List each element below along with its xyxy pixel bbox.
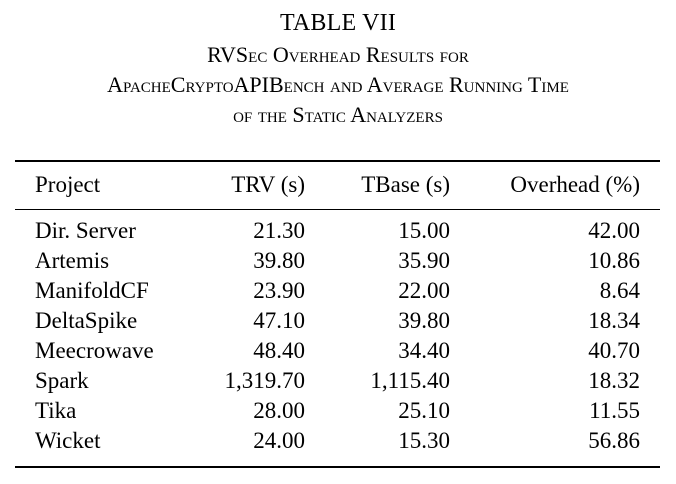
table-title-line-2: ApacheCryptoAPIBench and Average Running… (107, 72, 569, 97)
table-top-rule (15, 160, 660, 162)
cell-overhead: 40.70 (588, 338, 640, 363)
cell-trv: 39.80 (253, 248, 305, 273)
cell-project: Meecrowave (35, 338, 154, 363)
cell-trv: 24.00 (253, 428, 305, 453)
table-bottom-rule (15, 466, 660, 468)
cell-tbase: 25.10 (398, 398, 450, 423)
cell-trv: 48.40 (253, 338, 305, 363)
header-tbase: TBase (s) (361, 172, 450, 197)
cell-overhead: 56.86 (588, 428, 640, 453)
header-project: Project (35, 172, 101, 197)
table-row: Tika 28.00 25.10 11.55 (15, 396, 660, 426)
table-header-row: Project TRV (s) TBase (s) Overhead (%) (15, 170, 660, 200)
cell-tbase: 15.30 (398, 428, 450, 453)
table-title: RVSec Overhead Results for ApacheCryptoA… (0, 40, 676, 130)
table-row: Wicket 24.00 15.30 56.86 (15, 426, 660, 456)
cell-project: Artemis (35, 248, 110, 273)
cell-tbase: 15.00 (398, 218, 450, 243)
table-header-rule (15, 209, 660, 210)
cell-project: Wicket (35, 428, 101, 453)
results-table: Project TRV (s) TBase (s) Overhead (%) D… (15, 162, 660, 456)
cell-tbase: 22.00 (398, 278, 450, 303)
cell-trv: 47.10 (253, 308, 305, 333)
cell-project: Tika (35, 398, 77, 423)
cell-overhead: 11.55 (589, 398, 640, 423)
cell-trv: 28.00 (253, 398, 305, 423)
cell-project: Spark (35, 368, 89, 393)
table-title-line-1: RVSec Overhead Results for (207, 42, 469, 67)
cell-project: ManifoldCF (35, 278, 149, 303)
table-row: Dir. Server 21.30 15.00 42.00 (15, 216, 660, 246)
cell-project: Dir. Server (35, 218, 136, 243)
cell-overhead: 42.00 (588, 218, 640, 243)
cell-project: DeltaSpike (35, 308, 138, 333)
cell-overhead: 18.34 (588, 308, 640, 333)
table-row: ManifoldCF 23.90 22.00 8.64 (15, 276, 660, 306)
table-row: DeltaSpike 47.10 39.80 18.34 (15, 306, 660, 336)
table-label: TABLE VII (279, 10, 397, 36)
table-row: Spark 1,319.70 1,115.40 18.32 (15, 366, 660, 396)
cell-trv: 1,319.70 (224, 368, 306, 393)
cell-overhead: 18.32 (588, 368, 640, 393)
table-row: Meecrowave 48.40 34.40 40.70 (15, 336, 660, 366)
cell-tbase: 1,115.40 (370, 368, 450, 393)
cell-trv: 21.30 (253, 218, 305, 243)
cell-tbase: 35.90 (398, 248, 450, 273)
table-title-line-3: of the Static Analyzers (233, 102, 443, 127)
cell-overhead: 8.64 (599, 278, 640, 303)
cell-tbase: 34.40 (398, 338, 450, 363)
cell-tbase: 39.80 (398, 308, 450, 333)
header-trv: TRV (s) (231, 172, 305, 197)
table-row: Artemis 39.80 35.90 10.86 (15, 246, 660, 276)
header-overhead: Overhead (%) (510, 172, 640, 197)
cell-overhead: 10.86 (588, 248, 640, 273)
cell-trv: 23.90 (253, 278, 305, 303)
